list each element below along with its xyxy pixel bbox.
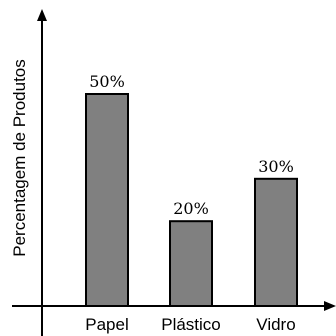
bars-group — [85, 93, 298, 307]
value-label-vidro: 30% — [258, 157, 294, 176]
bar-vidro — [254, 177, 298, 307]
category-label-plástico: Plástico — [161, 315, 221, 334]
y-axis-arrow-icon — [37, 9, 47, 21]
value-label-plástico: 20% — [173, 199, 209, 218]
bar-papel — [85, 93, 129, 307]
axes-group — [12, 9, 336, 336]
x-axis-arrow-icon — [324, 301, 336, 311]
category-label-papel: Papel — [85, 315, 128, 334]
labels-group: 50% Papel 20% Plástico 30% Vidro — [85, 72, 295, 334]
y-axis-label: Percentagem de Produtos — [10, 59, 29, 257]
category-label-vidro: Vidro — [256, 315, 295, 334]
value-label-papel: 50% — [89, 72, 125, 91]
bar-plástico — [169, 220, 213, 307]
